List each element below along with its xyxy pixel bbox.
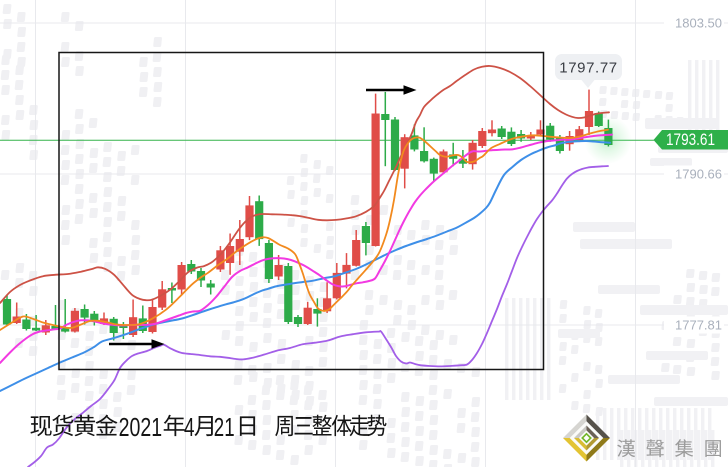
svg-text:4: 4: [184, 412, 195, 442]
svg-text:21: 21: [214, 412, 235, 442]
svg-text:1793.61: 1793.61: [666, 131, 715, 149]
svg-text:1803.50: 1803.50: [675, 16, 722, 31]
svg-text:1797.77: 1797.77: [559, 60, 617, 77]
svg-text:2021: 2021: [119, 412, 163, 442]
svg-text:1777.81: 1777.81: [675, 318, 722, 333]
svg-text:1790.66: 1790.66: [675, 167, 722, 182]
